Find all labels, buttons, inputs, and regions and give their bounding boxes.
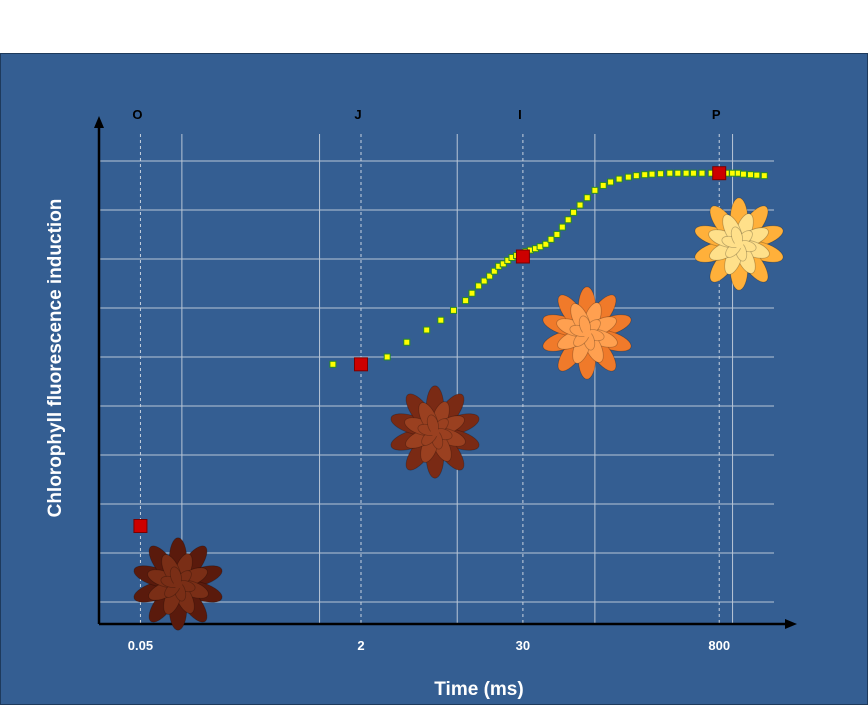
data-point xyxy=(462,297,470,305)
data-point xyxy=(624,173,632,181)
chart-panel: Chlorophyll fluorescence induction Time … xyxy=(0,53,868,705)
data-point xyxy=(753,171,761,179)
data-points xyxy=(329,169,768,368)
data-point xyxy=(739,170,747,178)
data-point xyxy=(383,353,391,361)
data-point xyxy=(698,169,706,177)
phase-marker xyxy=(712,166,727,181)
phase-markers xyxy=(133,166,727,533)
x-tick-label: 0.05 xyxy=(128,638,153,653)
data-point xyxy=(450,306,458,314)
phase-label: J xyxy=(354,107,361,122)
data-point xyxy=(558,223,566,231)
data-point xyxy=(682,169,690,177)
plant-orange-icon xyxy=(542,286,632,380)
data-point xyxy=(475,282,483,290)
phase-label: I xyxy=(518,107,522,122)
data-point xyxy=(657,170,665,178)
data-point xyxy=(576,201,584,209)
plant-images xyxy=(133,197,784,631)
phase-marker xyxy=(133,519,148,533)
data-point xyxy=(564,216,572,224)
data-point xyxy=(583,194,591,202)
data-point xyxy=(689,169,697,177)
data-point xyxy=(570,208,578,216)
data-point xyxy=(666,169,674,177)
labels: Chlorophyll fluorescence induction Time … xyxy=(45,107,730,700)
data-point xyxy=(486,272,494,280)
data-point xyxy=(615,175,623,183)
data-point xyxy=(607,178,615,186)
x-tick-label: 30 xyxy=(516,638,530,653)
data-point xyxy=(547,235,555,243)
phase-marker xyxy=(515,249,530,264)
data-point xyxy=(599,181,607,189)
x-axis-label: Time (ms) xyxy=(434,679,523,700)
plant-dark-icon xyxy=(133,537,223,631)
data-point xyxy=(632,172,640,180)
plant-yellow-icon xyxy=(694,197,784,291)
x-axis-arrow xyxy=(785,619,797,629)
axes xyxy=(94,116,797,629)
phase-marker xyxy=(353,357,368,372)
phase-label: P xyxy=(712,107,721,122)
chart: Chlorophyll fluorescence induction Time … xyxy=(45,107,797,700)
phase-label: O xyxy=(132,107,142,122)
data-point xyxy=(542,240,550,248)
data-point xyxy=(729,169,737,177)
data-point xyxy=(536,243,544,251)
data-point xyxy=(490,267,498,275)
plant-brown-icon xyxy=(390,385,480,479)
data-point xyxy=(423,326,431,334)
data-point xyxy=(648,170,656,178)
data-point xyxy=(674,169,682,177)
x-tick-label: 800 xyxy=(708,638,730,653)
data-point xyxy=(641,171,649,179)
y-axis-arrow xyxy=(94,116,104,128)
data-point xyxy=(747,171,755,179)
data-point xyxy=(403,338,411,346)
data-point xyxy=(437,316,445,324)
y-axis-label: Chlorophyll fluorescence induction xyxy=(45,199,66,518)
data-point xyxy=(480,277,488,285)
x-tick-label: 2 xyxy=(357,638,364,653)
data-point xyxy=(760,172,768,180)
data-point xyxy=(553,230,561,238)
data-point xyxy=(468,289,476,297)
data-point xyxy=(591,186,599,194)
data-point xyxy=(329,360,337,368)
